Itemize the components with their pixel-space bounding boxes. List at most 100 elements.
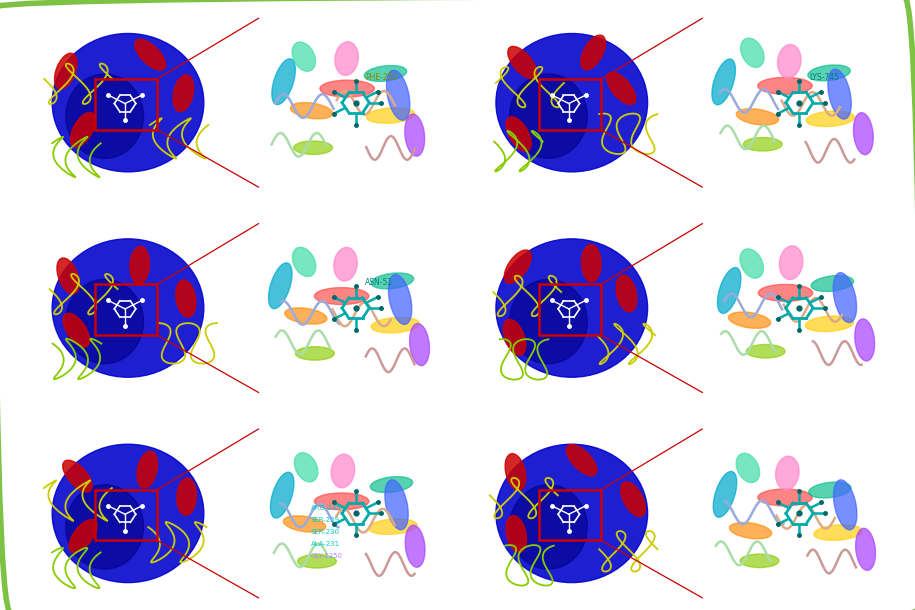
Text: CASP3: CASP3 bbox=[191, 27, 225, 37]
Ellipse shape bbox=[746, 345, 785, 358]
Ellipse shape bbox=[776, 456, 799, 490]
Ellipse shape bbox=[66, 74, 144, 159]
Bar bbox=[95, 284, 157, 335]
Ellipse shape bbox=[66, 485, 144, 569]
Ellipse shape bbox=[295, 453, 318, 482]
Ellipse shape bbox=[66, 279, 144, 364]
Ellipse shape bbox=[285, 308, 327, 324]
Ellipse shape bbox=[504, 250, 532, 284]
Ellipse shape bbox=[508, 46, 536, 79]
Ellipse shape bbox=[806, 111, 855, 126]
Ellipse shape bbox=[371, 317, 420, 333]
Ellipse shape bbox=[581, 35, 606, 70]
Ellipse shape bbox=[566, 445, 597, 476]
Ellipse shape bbox=[364, 65, 406, 81]
Ellipse shape bbox=[582, 245, 601, 282]
Ellipse shape bbox=[404, 114, 425, 156]
Ellipse shape bbox=[780, 246, 802, 279]
Ellipse shape bbox=[292, 42, 316, 71]
Ellipse shape bbox=[284, 516, 326, 532]
Ellipse shape bbox=[272, 59, 296, 104]
Ellipse shape bbox=[63, 460, 92, 492]
Ellipse shape bbox=[52, 34, 204, 172]
Ellipse shape bbox=[759, 284, 813, 301]
Ellipse shape bbox=[389, 274, 412, 325]
Ellipse shape bbox=[714, 472, 737, 517]
Ellipse shape bbox=[855, 319, 875, 361]
Ellipse shape bbox=[743, 137, 782, 151]
Ellipse shape bbox=[385, 480, 408, 529]
Ellipse shape bbox=[811, 276, 854, 292]
Ellipse shape bbox=[55, 53, 77, 89]
Ellipse shape bbox=[834, 273, 856, 323]
Ellipse shape bbox=[367, 107, 414, 123]
Text: PHE-250: PHE-250 bbox=[365, 73, 398, 82]
Ellipse shape bbox=[856, 528, 876, 570]
Text: LYS-745: LYS-745 bbox=[809, 73, 839, 82]
Ellipse shape bbox=[506, 117, 532, 151]
Ellipse shape bbox=[335, 41, 359, 76]
Ellipse shape bbox=[616, 275, 637, 312]
Bar bbox=[95, 79, 157, 130]
Ellipse shape bbox=[271, 472, 294, 518]
Ellipse shape bbox=[290, 102, 333, 119]
Ellipse shape bbox=[813, 525, 862, 540]
Ellipse shape bbox=[607, 73, 636, 104]
Ellipse shape bbox=[808, 65, 850, 81]
Ellipse shape bbox=[505, 454, 526, 490]
Ellipse shape bbox=[496, 34, 648, 172]
Ellipse shape bbox=[778, 45, 801, 78]
Ellipse shape bbox=[758, 77, 813, 94]
Ellipse shape bbox=[331, 454, 355, 488]
Ellipse shape bbox=[176, 280, 196, 317]
Text: ALA-231: ALA-231 bbox=[311, 541, 340, 547]
Ellipse shape bbox=[52, 239, 204, 377]
Ellipse shape bbox=[369, 519, 417, 534]
Ellipse shape bbox=[334, 248, 357, 281]
Ellipse shape bbox=[620, 482, 645, 517]
Ellipse shape bbox=[828, 69, 851, 119]
Ellipse shape bbox=[740, 38, 764, 67]
Ellipse shape bbox=[496, 239, 648, 377]
Text: E: E bbox=[47, 437, 57, 453]
Text: ERBB2: ERBB2 bbox=[190, 437, 225, 448]
Ellipse shape bbox=[320, 80, 374, 97]
Bar bbox=[95, 490, 157, 540]
Ellipse shape bbox=[296, 346, 334, 360]
Text: GLY-1250: GLY-1250 bbox=[311, 553, 343, 559]
Ellipse shape bbox=[717, 268, 741, 314]
Text: SER-229: SER-229 bbox=[311, 517, 340, 523]
Ellipse shape bbox=[173, 75, 194, 112]
Ellipse shape bbox=[315, 288, 369, 304]
Text: ASN-51: ASN-51 bbox=[365, 278, 393, 287]
Ellipse shape bbox=[729, 523, 771, 539]
Text: C: C bbox=[47, 232, 58, 247]
Ellipse shape bbox=[712, 59, 736, 105]
Text: HSP90AA1: HSP90AA1 bbox=[170, 232, 225, 242]
Ellipse shape bbox=[63, 314, 90, 347]
Ellipse shape bbox=[740, 249, 763, 278]
Ellipse shape bbox=[805, 316, 854, 332]
Ellipse shape bbox=[737, 109, 779, 125]
Ellipse shape bbox=[506, 515, 526, 552]
Text: B: B bbox=[490, 27, 501, 41]
Bar bbox=[539, 284, 601, 335]
Ellipse shape bbox=[728, 312, 770, 328]
Ellipse shape bbox=[268, 263, 292, 309]
Ellipse shape bbox=[135, 40, 166, 70]
Text: SER-230: SER-230 bbox=[311, 529, 340, 535]
Text: A: A bbox=[47, 27, 58, 41]
Ellipse shape bbox=[70, 112, 95, 147]
Text: ARG-235: ARG-235 bbox=[311, 505, 341, 511]
Ellipse shape bbox=[854, 113, 873, 155]
Ellipse shape bbox=[510, 279, 587, 364]
Ellipse shape bbox=[293, 247, 316, 276]
Ellipse shape bbox=[834, 480, 857, 530]
Ellipse shape bbox=[496, 444, 648, 583]
Ellipse shape bbox=[809, 482, 851, 498]
Ellipse shape bbox=[410, 323, 429, 365]
Ellipse shape bbox=[294, 141, 332, 154]
Bar bbox=[539, 79, 601, 130]
Ellipse shape bbox=[758, 489, 813, 506]
Ellipse shape bbox=[177, 478, 197, 515]
